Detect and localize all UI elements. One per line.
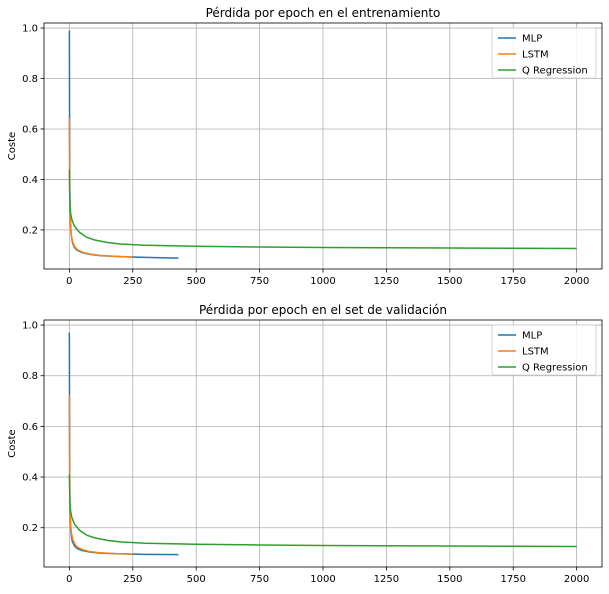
y-tick-label: 0.2 — [22, 225, 38, 236]
y-tick-label: 0.4 — [22, 473, 38, 484]
x-tick-label: 1500 — [437, 276, 462, 287]
y-tick-label: 0.2 — [22, 523, 38, 534]
y-tick-label: 0.8 — [22, 74, 38, 85]
legend: MLP LSTM Q Regression — [491, 27, 597, 79]
x-tick-label: 0 — [66, 574, 72, 585]
y-axis-label: Coste — [7, 132, 18, 160]
legend-label: LSTM — [522, 50, 549, 61]
y-tick-label: 0.6 — [22, 124, 38, 135]
y-tick-label: 0.8 — [22, 371, 38, 382]
x-tick-label: 250 — [123, 276, 142, 287]
x-tick-label: 500 — [187, 574, 206, 585]
subplot-2: 0 250 500 750 1000 1250 1500 1750 2000 0.2 0.4 0.6 0… — [7, 303, 603, 585]
x-tick-label: 1500 — [437, 574, 462, 585]
series-line-q-regression — [68, 474, 577, 548]
x-tick-label: 1750 — [501, 276, 526, 287]
series-line-q-regression — [68, 169, 577, 250]
x-tick-label: 1000 — [310, 276, 335, 287]
x-tick-label: 2000 — [564, 574, 589, 585]
subplot-1: 0 250 500 750 1000 1250 1500 1750 2000 0.2 0.4 0.6 0… — [7, 6, 603, 287]
legend-label: Q Regression — [522, 363, 588, 374]
y-tick-label: 1.0 — [22, 321, 38, 332]
series-line-lstm — [68, 117, 133, 258]
legend-label: Q Regression — [522, 66, 588, 77]
x-tick-label: 2000 — [564, 276, 589, 287]
legend-box — [491, 324, 597, 376]
legend-label: MLP — [522, 331, 542, 342]
series-line-mlp — [68, 332, 179, 556]
chart-title: Pérdida por epoch en el set de validació… — [199, 303, 447, 317]
legend: MLP LSTM Q Regression — [491, 324, 597, 376]
y-tick-label: 0.4 — [22, 175, 38, 186]
x-tick-label: 750 — [250, 276, 269, 287]
y-tick-label: 0.6 — [22, 422, 38, 433]
x-tick-label: 0 — [66, 276, 72, 287]
legend-label: MLP — [522, 34, 542, 45]
x-tick-label: 1750 — [501, 574, 526, 585]
x-tick-label: 1000 — [310, 574, 335, 585]
x-tick-label: 1250 — [374, 574, 399, 585]
x-tick-label: 1250 — [374, 276, 399, 287]
y-axis-label: Coste — [7, 429, 18, 457]
series-line-mlp — [68, 30, 179, 259]
x-tick-label: 250 — [123, 574, 142, 585]
legend-label: LSTM — [522, 347, 549, 358]
chart-title: Pérdida por epoch en el entrenamiento — [206, 6, 441, 20]
x-tick-label: 750 — [250, 574, 269, 585]
y-tick-label: 1.0 — [22, 24, 38, 35]
legend-box — [491, 27, 597, 79]
x-tick-label: 500 — [187, 276, 206, 287]
